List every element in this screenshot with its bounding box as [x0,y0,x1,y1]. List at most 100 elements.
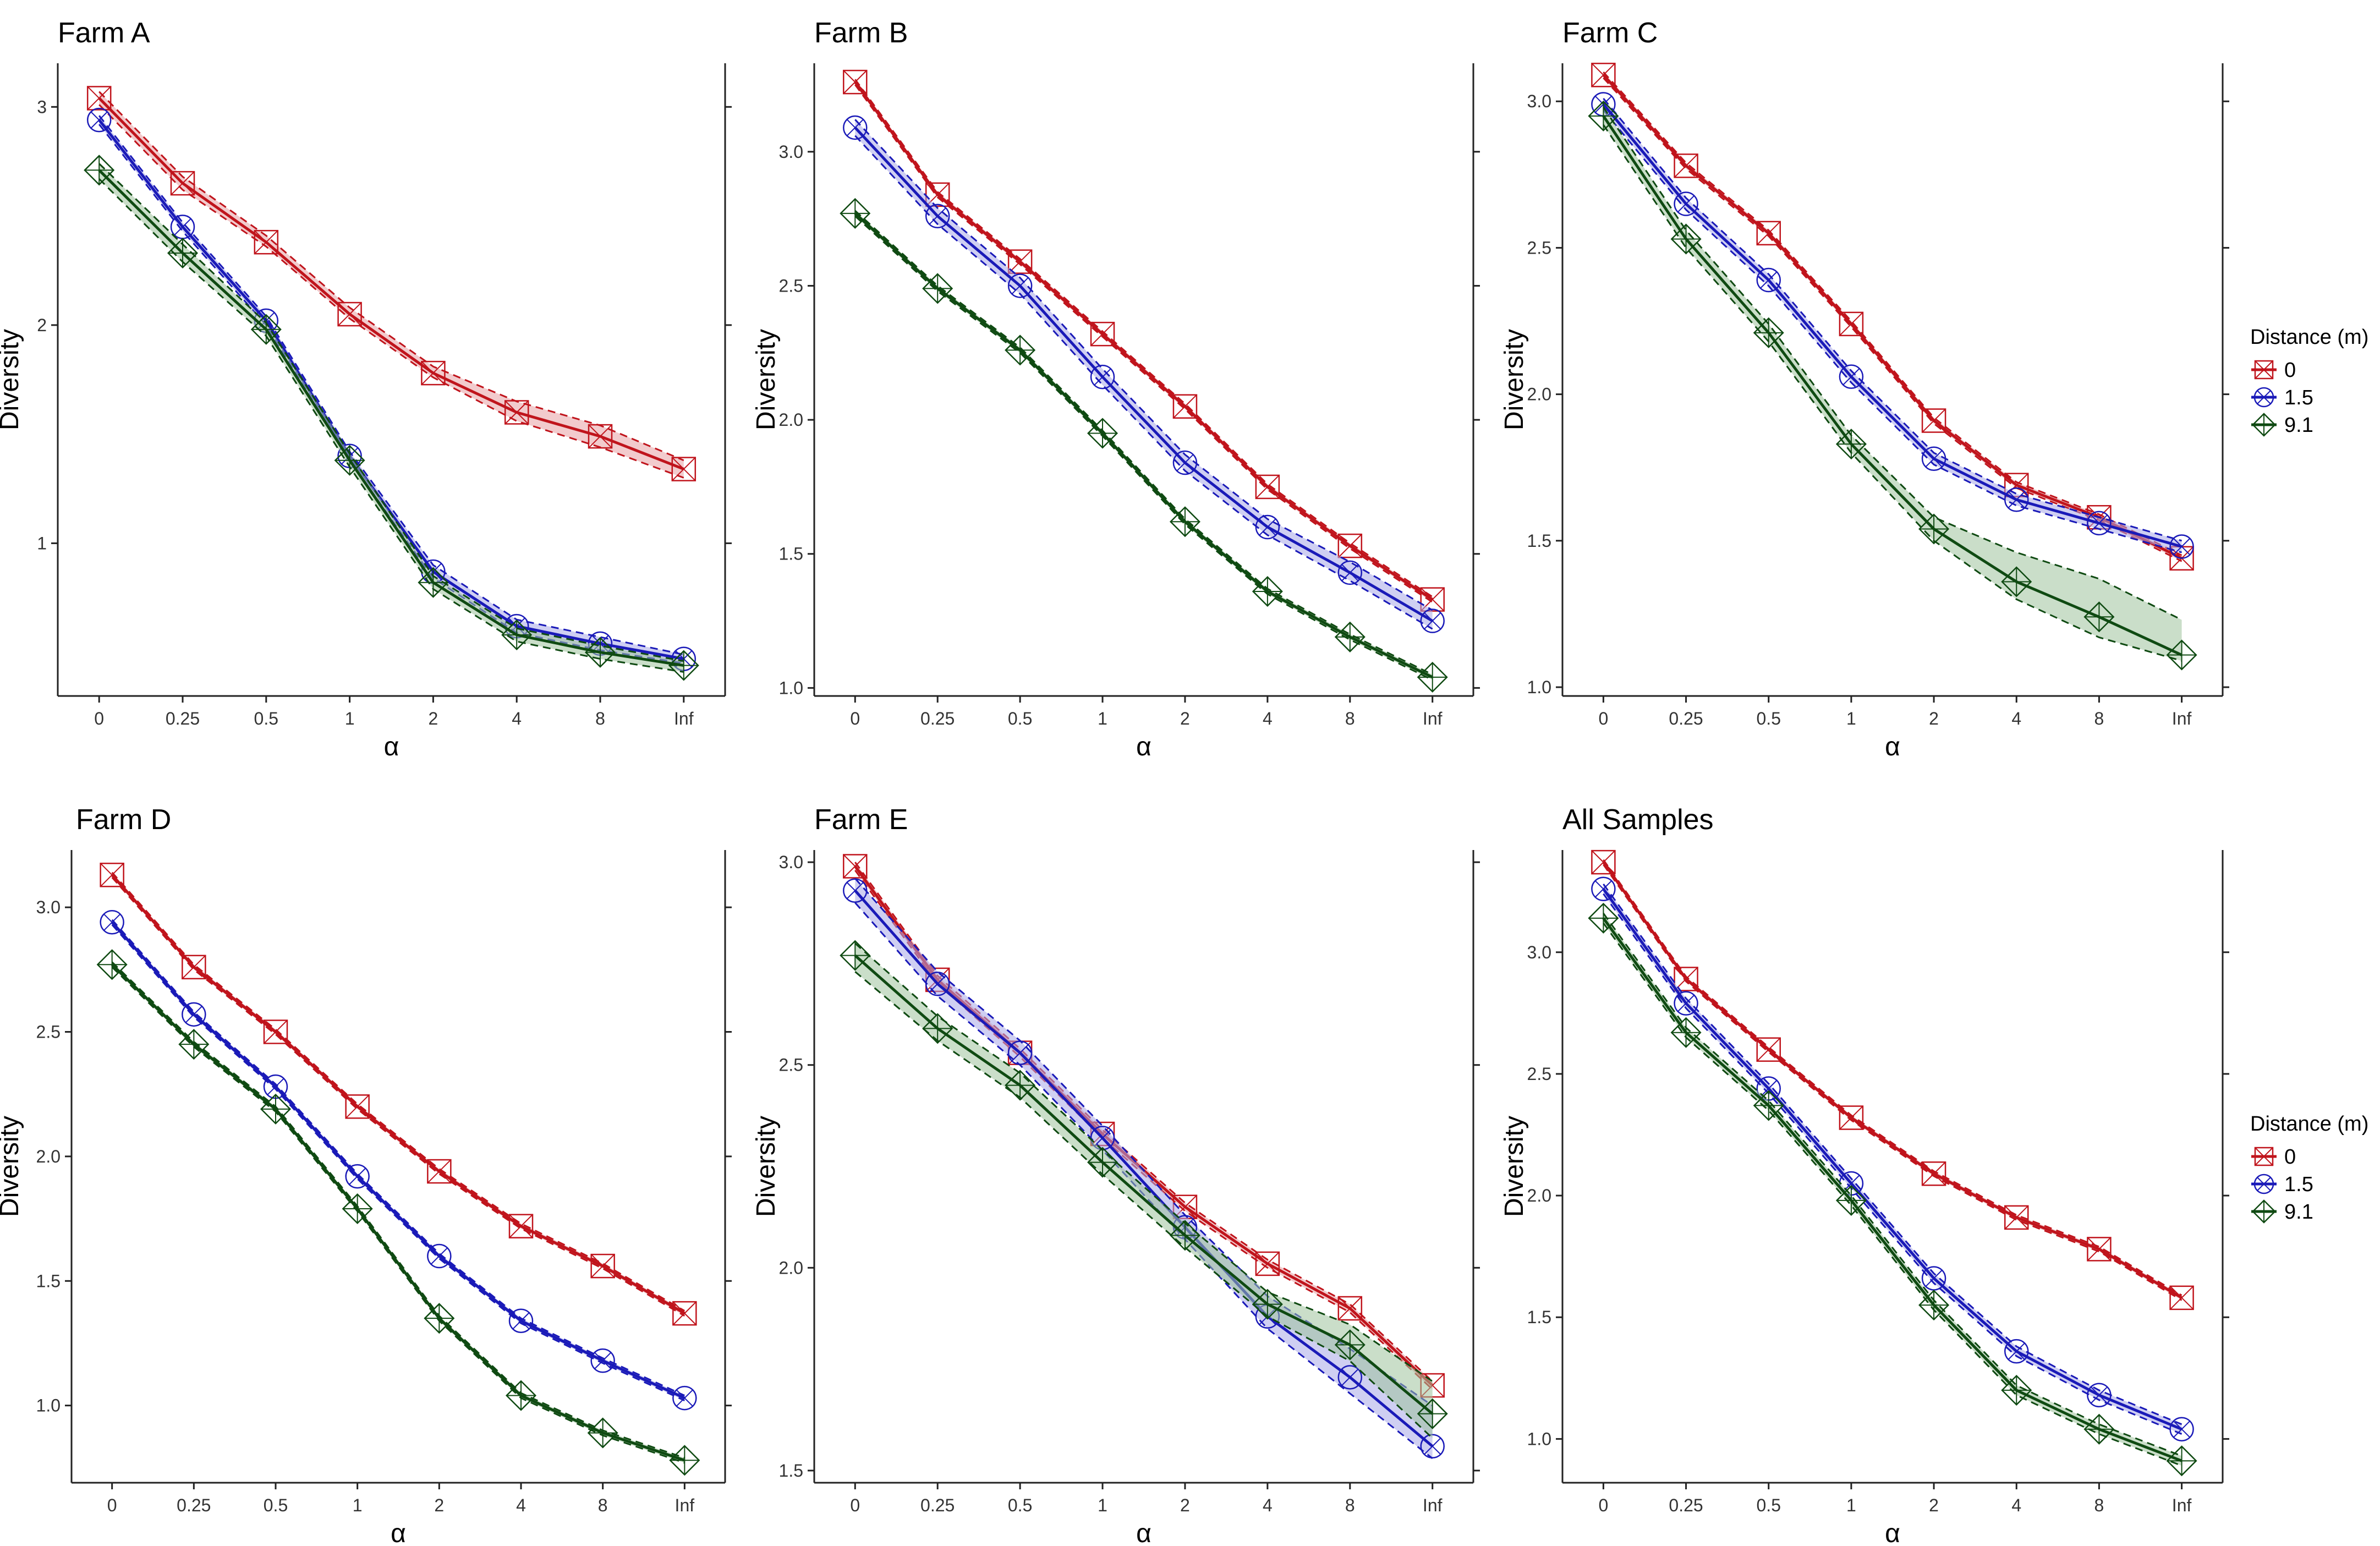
data-point [345,1094,370,1119]
y-tick-label: 1.0 [36,1396,61,1416]
data-point-cross [1011,277,1029,295]
x-tick-label: 8 [598,1495,608,1515]
series-line [1602,103,2182,548]
y-axis-title: Diversity [752,1116,781,1217]
data-point-cross [2169,1286,2194,1310]
y-tick-label: 2.5 [1527,1064,1551,1084]
y-tick-label: 1.5 [36,1271,61,1291]
series-9.1 [1588,100,2197,671]
data-point [1172,394,1198,419]
data-point [1255,514,1280,540]
data-point [100,863,124,887]
data-point [1090,321,1115,347]
y-tick-label: 3.0 [1527,942,1551,962]
series-1.5 [1591,92,2194,559]
data-point-cross [2090,1386,2108,1404]
data-point [505,1380,537,1411]
data-point-cross [1836,1186,1866,1215]
data-point-cross [1094,368,1111,386]
data-point-cross [2008,1342,2025,1360]
data-point-cross [1418,662,1447,692]
data-point [671,457,697,481]
data-point [1921,446,1946,471]
data-point [421,360,446,386]
data-point-cross [594,1352,612,1369]
data-point-cross [171,171,195,195]
x-tick-label: 0 [107,1495,117,1515]
panel-title: All Samples [1562,804,1714,836]
data-point [96,949,128,980]
x-tick-label: 0.5 [254,709,278,728]
data-point [1918,513,1950,545]
y-tick-label: 3 [37,97,47,117]
data-point-cross [1424,612,1441,630]
data-point-cross [923,1014,952,1043]
x-tick-label: 2 [1929,709,1939,728]
data-point-cross [1176,454,1194,472]
data-point [1756,267,1781,293]
band-upper-line [854,878,1433,1407]
data-point [1839,311,1864,337]
data-point-cross [179,1029,209,1059]
series-9.1 [84,155,699,681]
band-lower-line [1603,893,2182,1435]
data-point-cross [267,1078,284,1095]
series-line [854,81,1434,601]
y-axis-title: Diversity [1500,1116,1529,1217]
y-axis-title: Diversity [0,1116,24,1217]
legend-circle-x-marker [2253,387,2274,408]
y-tick-label: 1.5 [779,544,803,564]
data-point [843,115,868,140]
x-tick-label: 8 [1345,1495,1355,1515]
x-tick-label: 1 [345,709,355,728]
data-point-cross [1754,1091,1783,1120]
x-tick-label: 0.5 [1757,1495,1781,1515]
x-tick-label: 0 [850,709,860,728]
data-point-cross [669,651,699,680]
x-tick-label: 4 [1263,709,1273,728]
band-upper-line [854,210,1433,676]
data-point [672,1385,697,1411]
series-line [854,127,1433,622]
data-point-cross [97,950,127,979]
series-1.5 [100,910,697,1411]
x-tick-label: 1 [1846,709,1856,728]
data-point-cross [1338,1296,1362,1320]
y-tick-label: 3.0 [779,142,803,162]
data-point [504,400,529,425]
legend-title: Distance (m) [2250,1112,2368,1136]
data-point-cross [2090,514,2108,532]
data-point [2169,534,2194,559]
band-lower-line [98,178,684,673]
data-point-cross [264,1019,288,1044]
data-point-cross [2173,538,2191,556]
data-point-cross [1594,880,1612,898]
x-tick-label: 4 [1263,1495,1273,1515]
legend-square-x-marker-cross [2255,360,2273,379]
data-point-cross [1259,518,1276,536]
chart-panel: Farm A 1 2 3 0 0.25 0.5 1 2 4 8 Inf α Diversity [0,17,732,761]
data-point-cross [929,207,946,225]
x-tick-label: 8 [595,709,605,728]
y-tick-label: 2.5 [36,1022,61,1042]
data-point [427,1159,452,1184]
data-point-cross [425,1303,454,1333]
x-tick-label: 4 [512,709,522,728]
data-point [1839,364,1864,389]
data-point [337,301,362,327]
band-upper-line [98,91,684,462]
data-point [508,1308,534,1333]
data-point-cross [1253,577,1282,606]
data-point [1337,1365,1363,1390]
data-point-cross [1760,271,1778,289]
series-line [1602,917,2182,1462]
data-point-cross [588,1418,617,1448]
y-tick-label: 1.0 [1527,1429,1551,1449]
data-point-cross [672,457,696,481]
data-point-cross [1088,1148,1117,1177]
data-point [254,229,279,255]
data-point-cross [1418,1399,1447,1428]
data-point [1591,876,1616,902]
data-point-cross [1671,224,1701,254]
data-point-cross [1922,408,1946,433]
